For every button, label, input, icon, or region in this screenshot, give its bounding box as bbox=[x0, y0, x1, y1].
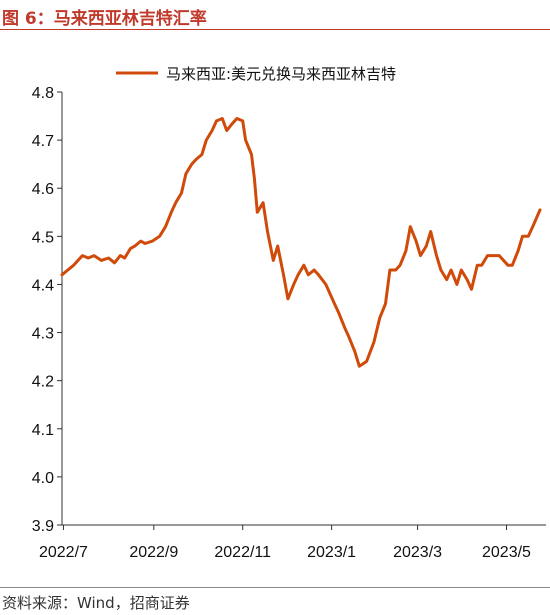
x-tick-label: 2022/11 bbox=[214, 544, 271, 561]
y-tick-label: 4.0 bbox=[32, 470, 54, 487]
figure-title: 图 6：马来西亚林吉特汇率 bbox=[2, 9, 207, 29]
y-tick-label: 4.5 bbox=[32, 229, 54, 246]
series-line bbox=[60, 117, 542, 368]
figure-title-bar: 图 6：马来西亚林吉特汇率 bbox=[0, 0, 550, 30]
y-tick-label: 4.2 bbox=[32, 374, 54, 391]
legend: 马来西亚:美元兑换马来西亚林吉特 bbox=[116, 65, 396, 83]
y-tick-label: 4.4 bbox=[32, 277, 54, 294]
y-tick-label: 3.9 bbox=[32, 518, 54, 535]
source-note: 资料来源：Wind，招商证券 bbox=[2, 594, 190, 612]
x-tick-label: 2022/7 bbox=[39, 544, 88, 561]
line-chart: 3.94.04.14.24.34.44.54.64.74.8 2022/7 202… bbox=[32, 65, 546, 561]
y-tick-label: 4.7 bbox=[32, 133, 54, 150]
x-axis: 2022/7 2022/9 2022/11 2023/1 2023/3 2023/5 bbox=[39, 524, 546, 561]
y-tick-label: 4.8 bbox=[32, 85, 54, 102]
x-tick-label: 2022/9 bbox=[129, 544, 178, 561]
y-tick-label: 4.6 bbox=[32, 181, 54, 198]
x-tick-label: 2023/1 bbox=[307, 544, 356, 561]
y-tick-label: 4.1 bbox=[32, 422, 54, 439]
x-tick-label: 2023/5 bbox=[482, 544, 531, 561]
x-tick-label: 2023/3 bbox=[393, 544, 442, 561]
y-axis: 3.9 4.0 4.1 4.2 4.3 4.4 4.5 4.6 4.7 4.8 bbox=[32, 85, 63, 535]
series-layer bbox=[60, 117, 542, 368]
y-tick-label: 4.3 bbox=[32, 326, 54, 343]
legend-label: 马来西亚:美元兑换马来西亚林吉特 bbox=[166, 65, 396, 83]
source-divider bbox=[0, 587, 550, 588]
